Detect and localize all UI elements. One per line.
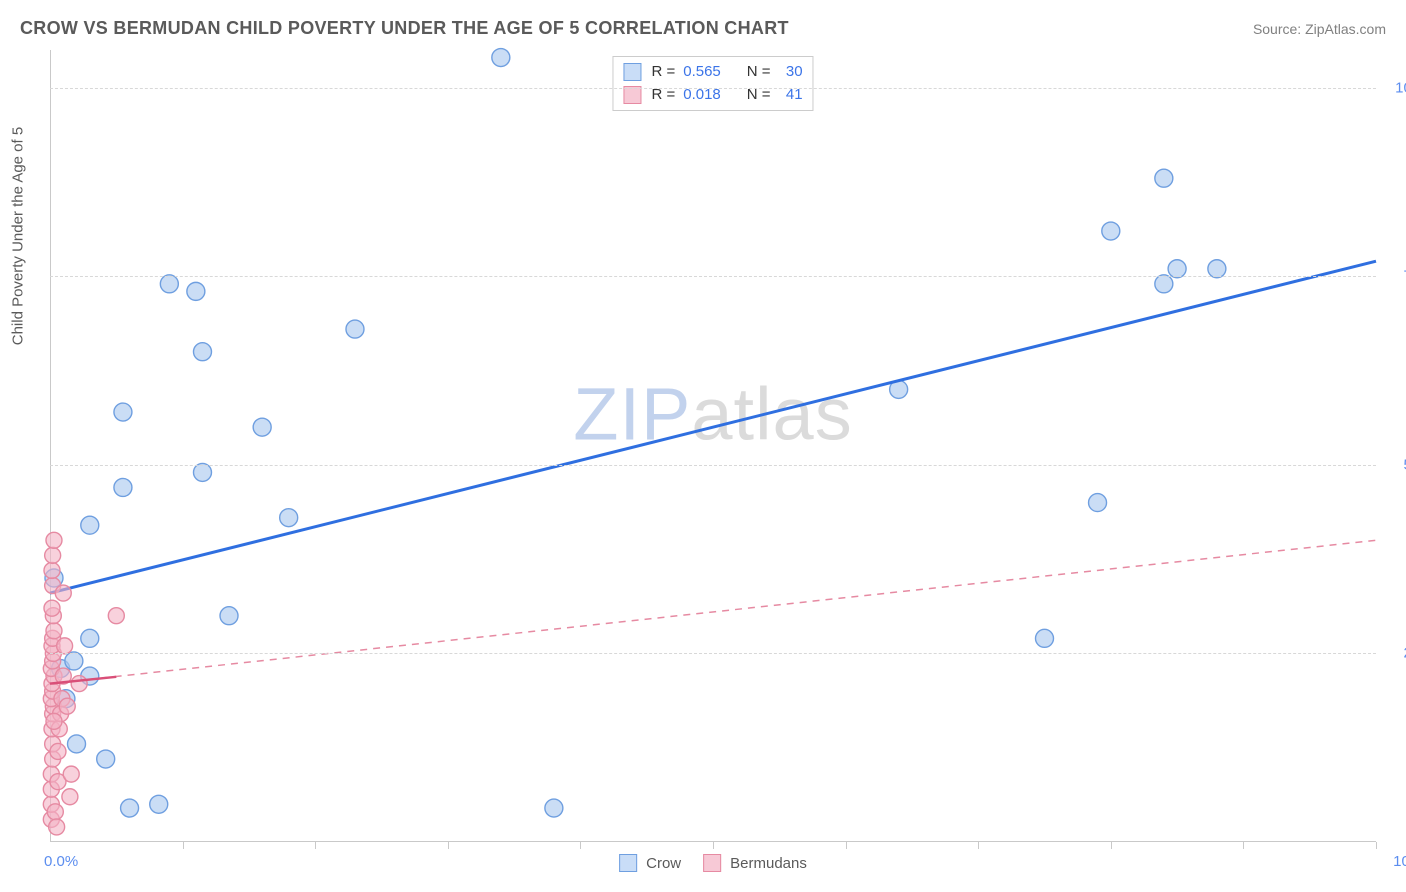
data-point [1102,222,1120,240]
gridline-h [50,276,1376,277]
legend-swatch [619,854,637,872]
data-point [63,766,79,782]
data-point [108,608,124,624]
data-point [81,516,99,534]
x-tick [1111,842,1112,849]
y-axis-label: Child Poverty Under the Age of 5 [10,127,27,345]
data-point [50,743,66,759]
y-tick-label: 100.0% [1386,79,1406,96]
data-point [45,547,61,563]
data-point [346,320,364,338]
legend-n-label: N = [747,61,771,84]
x-tick [978,842,979,849]
data-point [1036,629,1054,647]
data-point [44,562,60,578]
data-point [47,804,63,820]
legend-stats: R =0.565N =30R =0.018N =41 [612,56,813,111]
data-point [62,789,78,805]
data-point [193,463,211,481]
data-point [253,418,271,436]
data-point [46,713,62,729]
legend-series-item: Crow [619,854,681,872]
x-tick [713,842,714,849]
data-point [1089,494,1107,512]
data-point [1155,275,1173,293]
source-label: Source: ZipAtlas.com [1253,21,1386,37]
x-tick-label-max: 100.0% [1384,853,1406,870]
x-tick [315,842,316,849]
data-point [46,532,62,548]
data-point [160,275,178,293]
legend-stats-row: R = 0.565 N = 30 [623,61,802,84]
data-point [193,343,211,361]
data-point [97,750,115,768]
data-point [68,735,86,753]
trend-line [50,540,1376,683]
x-tick [448,842,449,849]
x-tick [580,842,581,849]
chart-area: Child Poverty Under the Age of 5 ZIPatla… [50,50,1376,842]
data-point [1168,260,1186,278]
data-point [71,676,87,692]
x-tick-label-min: 0.0% [44,853,78,870]
data-point [280,509,298,527]
x-tick [1376,842,1377,849]
chart-title: CROW VS BERMUDAN CHILD POVERTY UNDER THE… [20,18,789,39]
legend-r-label: R = [651,61,675,84]
y-tick-label: 50.0% [1386,456,1406,473]
data-point [55,585,71,601]
data-point [114,403,132,421]
data-point [81,629,99,647]
data-point [187,282,205,300]
data-point [1155,169,1173,187]
chart-header: CROW VS BERMUDAN CHILD POVERTY UNDER THE… [20,18,1386,39]
data-point [59,698,75,714]
data-point [65,652,83,670]
legend-r-value: 0.565 [683,61,721,84]
data-point [49,819,65,835]
legend-swatch [623,63,641,81]
legend-swatch [703,854,721,872]
data-point [121,799,139,817]
data-point [150,795,168,813]
data-point [545,799,563,817]
trend-line [50,261,1376,593]
legend-series-label: Crow [646,855,681,872]
data-point [114,478,132,496]
legend-n-value: 30 [779,61,803,84]
data-point [1208,260,1226,278]
y-tick-label: 75.0% [1386,268,1406,285]
legend-series-item: Bermudans [703,854,807,872]
data-point [220,607,238,625]
x-tick [183,842,184,849]
gridline-h [50,88,1376,89]
legend-series: Crow Bermudans [619,854,807,872]
data-point [492,49,510,67]
data-point [44,600,60,616]
gridline-h [50,465,1376,466]
plot-region: ZIPatlas R =0.565N =30R =0.018N =41 0.0%… [50,50,1376,842]
data-point [46,623,62,639]
gridline-h [50,653,1376,654]
x-tick [1243,842,1244,849]
data-point [57,638,73,654]
x-tick [846,842,847,849]
scatter-svg [50,50,1376,842]
y-tick-label: 25.0% [1386,645,1406,662]
legend-series-label: Bermudans [730,855,807,872]
